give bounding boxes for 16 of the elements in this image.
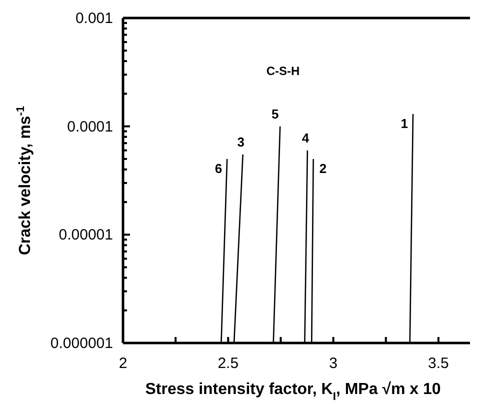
series-label: 5 xyxy=(271,106,279,122)
y-tick-label: 0.0001 xyxy=(67,118,113,136)
x-tick-label: 3.5 xyxy=(428,355,449,372)
annotation: C-S-H xyxy=(266,64,300,78)
x-axis-title: Stress intensity factor, K$_{I}$, MPa √m x 10 xyxy=(145,381,441,403)
series-label: 2 xyxy=(319,160,327,176)
series-label: 1 xyxy=(400,116,408,131)
series-label: 4 xyxy=(302,130,310,146)
series-label: 3 xyxy=(237,134,244,150)
x-tick-label: 2 xyxy=(118,355,128,372)
y-tick-label: 0.000001 xyxy=(50,335,113,352)
y-tick-label: 0.001 xyxy=(75,10,113,27)
y-tick-label: 0.00001 xyxy=(58,226,113,244)
series-label: 6 xyxy=(214,160,222,176)
x-tick-label: 3 xyxy=(329,355,338,372)
x-tick-label: 2.5 xyxy=(218,355,239,372)
